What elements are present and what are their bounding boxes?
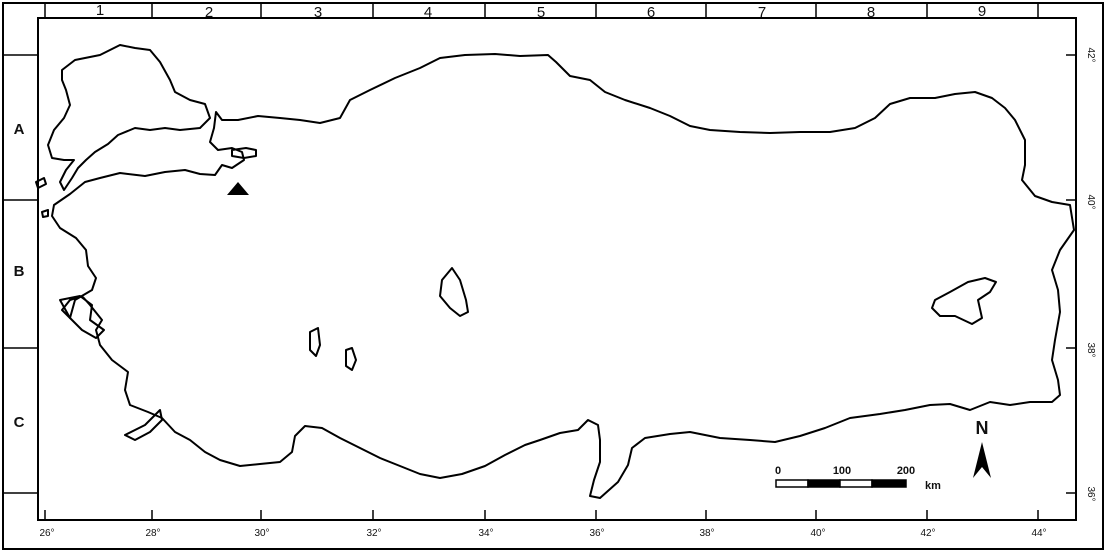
- lake-van: [931, 277, 997, 325]
- bodrum-peninsula: [124, 409, 163, 441]
- lake-tuz: [439, 267, 469, 317]
- grid-row-labels: A B C: [14, 121, 25, 431]
- lon-34: 34°: [478, 528, 493, 539]
- locality-marker-icon: [227, 182, 249, 195]
- gokceada-island: [35, 177, 47, 189]
- grid-col-4: 4: [424, 4, 432, 21]
- map-frame: [37, 17, 1077, 521]
- north-arrow-icon: [973, 442, 991, 478]
- grid-col-5: 5: [537, 4, 545, 21]
- scale-segment-1: [775, 479, 809, 488]
- lon-40: 40°: [810, 528, 825, 539]
- lon-28: 28°: [145, 528, 160, 539]
- grid-col-6: 6: [647, 4, 655, 21]
- scale-label-100: 100: [833, 465, 851, 477]
- left-grid-ticks: [3, 54, 38, 494]
- lon-42: 42°: [920, 528, 935, 539]
- scale-bar: 0 100 200 km: [775, 465, 941, 492]
- scale-segment-4: [871, 479, 907, 488]
- lake-beysehir: [309, 327, 321, 357]
- scale-label-0: 0: [775, 465, 781, 477]
- north-arrow: N: [973, 418, 991, 478]
- grid-col-3: 3: [314, 4, 322, 21]
- right-lat-ticks: [1066, 54, 1076, 494]
- lon-32: 32°: [366, 528, 381, 539]
- aegean-inlet: [59, 295, 105, 339]
- lat-42: 42°: [1085, 47, 1096, 62]
- lake-egirdir: [345, 347, 357, 371]
- turkey-outline: [35, 44, 1075, 499]
- bottom-lon-ticks: [44, 510, 1039, 520]
- thrace-outline: [47, 44, 211, 191]
- grid-col-8: 8: [867, 4, 875, 21]
- lon-36: 36°: [589, 528, 604, 539]
- grid-row-a: A: [14, 121, 25, 138]
- longitude-labels: 26° 28° 30° 32° 34° 36° 38° 40° 42° 44°: [39, 528, 1046, 539]
- scale-unit: km: [925, 480, 941, 492]
- lat-36: 36°: [1085, 486, 1096, 501]
- scale-label-200: 200: [897, 465, 915, 477]
- grid-col-2: 2: [205, 4, 213, 21]
- lon-38: 38°: [699, 528, 714, 539]
- scale-segment-2: [807, 479, 841, 488]
- lon-44: 44°: [1031, 528, 1046, 539]
- lon-26: 26°: [39, 528, 54, 539]
- scale-segment-3: [839, 479, 873, 488]
- lat-40: 40°: [1085, 194, 1096, 209]
- grid-row-c: C: [14, 414, 25, 431]
- grid-col-9: 9: [978, 3, 986, 20]
- marmara-island: [231, 147, 257, 159]
- lat-38: 38°: [1085, 342, 1096, 357]
- anatolia-outline: [51, 53, 1075, 499]
- grid-column-labels: 1 2 3 4 5 6 7 8 9: [96, 2, 986, 21]
- top-grid-ticks: [44, 3, 1039, 18]
- latitude-labels: 42° 40° 38° 36°: [1085, 47, 1096, 501]
- grid-col-7: 7: [758, 4, 766, 21]
- grid-col-1: 1: [96, 2, 104, 19]
- grid-row-b: B: [14, 263, 25, 280]
- bozcaada-island: [41, 209, 49, 218]
- north-label: N: [976, 418, 989, 438]
- lon-30: 30°: [254, 528, 269, 539]
